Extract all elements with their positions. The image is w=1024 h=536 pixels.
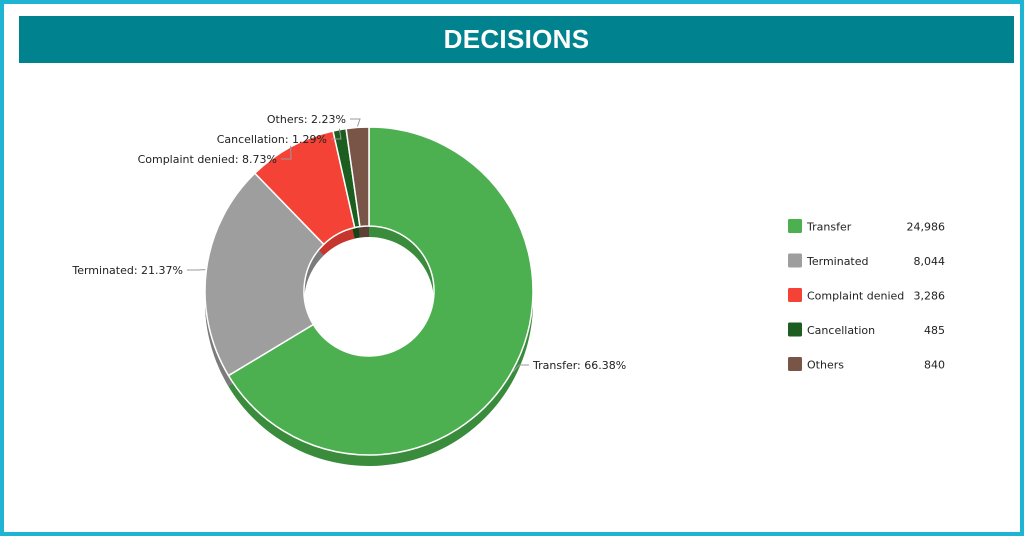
legend-value-others: 840 [924,359,945,372]
legend-item-others[interactable]: Others 840 [788,357,945,372]
legend-item-transfer[interactable]: Transfer 24,986 [788,219,945,234]
slice-transfer[interactable] [227,126,534,456]
legend-item-terminated[interactable]: Terminated 8,044 [788,253,946,269]
panel-title: DECISIONS [19,16,1014,63]
slice-others[interactable] [345,126,370,228]
slice-label-complaint-denied: Complaint denied: 8.73% [138,153,277,166]
legend-swatch-others [788,357,802,371]
slice-label-others: Others: 2.23% [267,113,346,126]
donut-slices [204,126,534,456]
legend-item-cancellation[interactable]: Cancellation 485 [788,322,945,338]
slice-labels: Transfer: 66.38% Terminated: 21.37% Compla… [71,113,626,373]
legend-value-transfer: 24,986 [907,221,946,234]
legend-label-terminated: Terminated [806,255,869,268]
legend-value-cancellation: 485 [924,324,945,337]
legend-swatch-cancellation [788,322,802,337]
leader-line-cancellation [331,128,342,140]
legend-item-complaint-denied[interactable]: Complaint denied 3,286 [788,288,945,303]
legend-label-transfer: Transfer [806,221,852,234]
slice-label-transfer: Transfer: 66.38% [532,359,626,372]
leader-line-transfer [512,364,529,373]
legend-label-others: Others [807,359,844,372]
legend-value-complaint-denied: 3,286 [914,290,946,303]
legend-swatch-terminated [788,253,802,268]
slice-terminated[interactable] [204,172,325,377]
leader-line-others [350,118,361,127]
legend-label-cancellation: Cancellation [807,324,875,337]
legend: Transfer 24,986 Terminated 8,044 Complaint d… [788,219,945,372]
legend-swatch-complaint-denied [788,288,802,302]
legend-label-complaint-denied: Complaint denied [807,290,904,303]
slice-label-cancellation: Cancellation: 1.29% [217,133,327,146]
legend-swatch-transfer [788,219,802,233]
legend-value-terminated: 8,044 [914,255,946,268]
leader-line-complaint-denied [281,145,292,160]
slice-label-terminated: Terminated: 21.37% [71,264,183,277]
